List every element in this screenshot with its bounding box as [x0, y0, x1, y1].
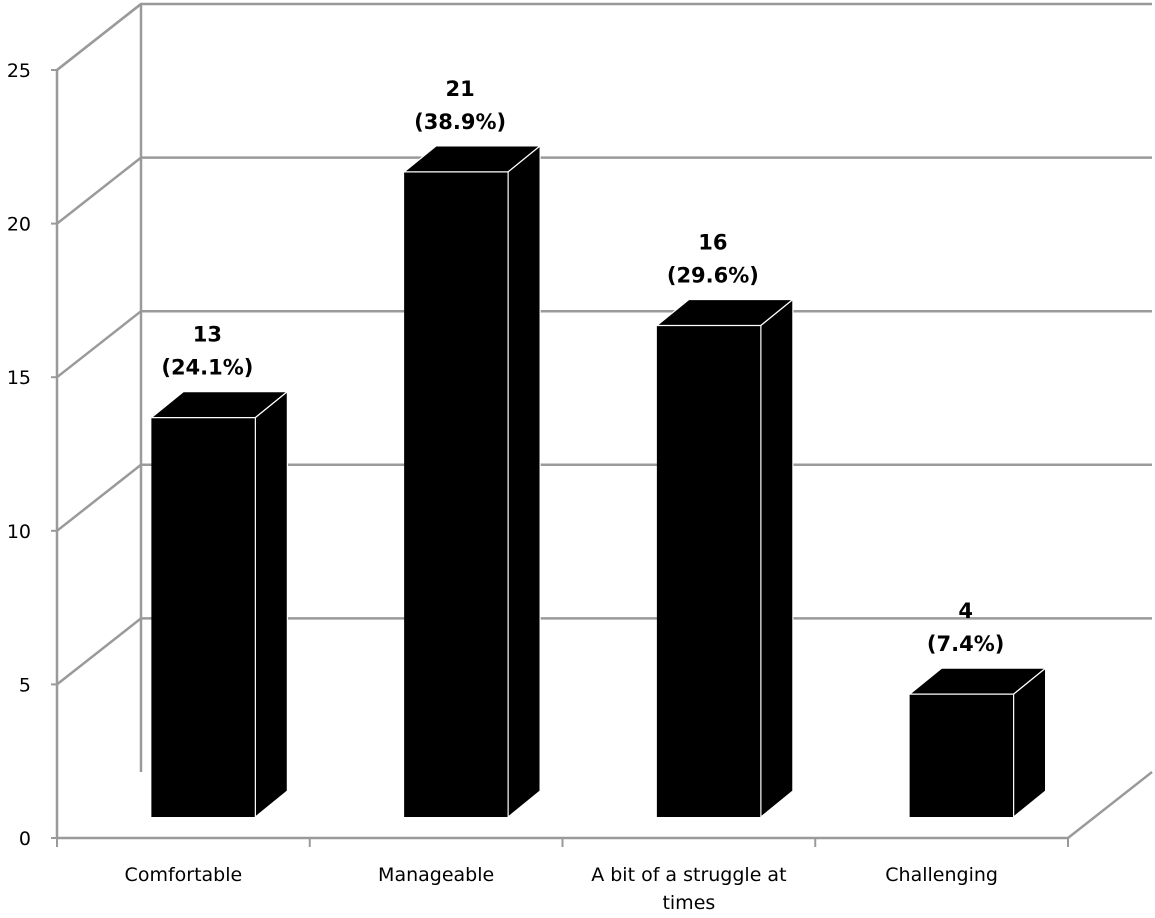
- data-label-percent: (29.6%): [667, 263, 759, 287]
- bar-front: [404, 171, 509, 817]
- data-label-percent: (38.9%): [414, 110, 506, 134]
- x-category-label: A bit of a struggle at: [591, 864, 786, 886]
- data-label-value: 13: [193, 323, 222, 347]
- bar: [402, 144, 542, 819]
- y-tick-label: 10: [7, 521, 31, 543]
- data-labels: 13 (24.1%) 21 (38.9%) 16 (29.6%) 4 (7.4%): [161, 77, 1004, 656]
- y-tick-label: 15: [7, 367, 31, 389]
- bar-side: [254, 390, 288, 819]
- gridline-25: [56, 2, 1152, 71]
- data-label-value: 21: [446, 77, 475, 101]
- data-label-value: 4: [958, 599, 973, 623]
- data-label-percent: (7.4%): [927, 632, 1004, 656]
- bar-side: [1013, 666, 1047, 819]
- x-category-label: Manageable: [378, 864, 494, 886]
- x-category-label: Challenging: [885, 864, 998, 886]
- bar: [149, 390, 290, 819]
- y-tick-label: 5: [19, 674, 31, 696]
- y-tick-label: 25: [7, 60, 31, 82]
- x-category-label: times: [662, 892, 715, 914]
- x-category-label: Comfortable: [125, 864, 243, 886]
- bar: [655, 298, 795, 819]
- x-axis-categories: Comfortable Manageable A bit of a struggle…: [125, 864, 998, 914]
- bar-front: [656, 325, 761, 817]
- y-axis-ticks: 0 5 10 15 20 25: [7, 60, 31, 850]
- gridline-20: [56, 156, 1152, 225]
- bar-front: [151, 417, 256, 817]
- bar-side: [760, 298, 794, 819]
- data-label-value: 16: [698, 230, 727, 254]
- data-label-percent: (24.1%): [161, 356, 253, 380]
- bar-front: [909, 694, 1014, 817]
- bars: [149, 144, 1048, 819]
- axes: [51, 3, 1153, 847]
- bar-side: [507, 144, 541, 819]
- y-tick-label: 0: [19, 828, 31, 850]
- top-diagonal: [56, 3, 142, 71]
- y-tick-label: 20: [7, 214, 31, 236]
- bar: [907, 666, 1048, 819]
